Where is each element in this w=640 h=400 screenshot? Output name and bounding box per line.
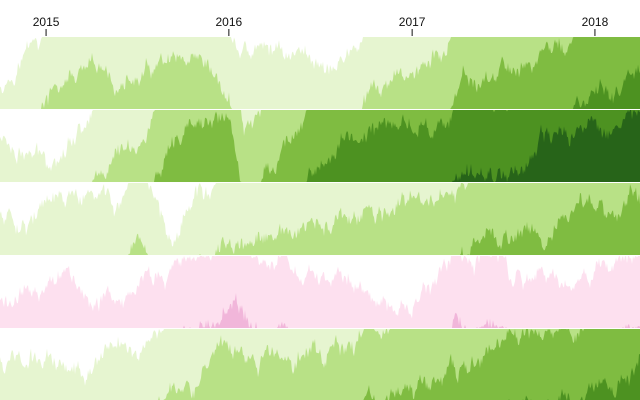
horizon-row-4 <box>0 256 640 328</box>
x-tick-2016: 2016 <box>216 15 243 36</box>
x-tick-2015: 2015 <box>33 15 60 36</box>
horizon-band-negative-1 <box>0 256 640 328</box>
x-tick-label: 2018 <box>582 15 609 29</box>
horizon-row-2 <box>0 110 640 182</box>
horizon-row-bands <box>0 37 640 109</box>
x-tick-label: 2016 <box>216 15 243 29</box>
horizon-row-bands <box>0 256 640 328</box>
horizon-band-positive-4 <box>0 64 640 109</box>
horizon-band-positive-3 <box>363 329 640 400</box>
x-tick-2017: 2017 <box>399 15 426 36</box>
x-axis: 2015 2016 2017 2018 <box>33 15 609 36</box>
x-tick-label: 2015 <box>33 15 60 29</box>
horizon-row-1 <box>0 37 640 109</box>
horizon-row-bands <box>0 329 640 400</box>
horizon-band-positive-5 <box>0 110 640 182</box>
x-tick-2018: 2018 <box>582 15 609 36</box>
horizon-band-positive-2 <box>0 183 640 255</box>
horizon-row-bands <box>0 183 640 255</box>
horizon-band-positive-4 <box>0 110 640 182</box>
x-tick-label: 2017 <box>399 15 426 29</box>
horizon-rows <box>0 37 640 400</box>
horizon-row-3 <box>0 183 640 255</box>
horizon-band-positive-3 <box>0 37 640 109</box>
horizon-band-positive-4 <box>508 354 640 400</box>
horizon-row-bands <box>0 110 640 182</box>
horizon-band-positive-3 <box>0 184 640 255</box>
horizon-row-5 <box>0 329 640 400</box>
